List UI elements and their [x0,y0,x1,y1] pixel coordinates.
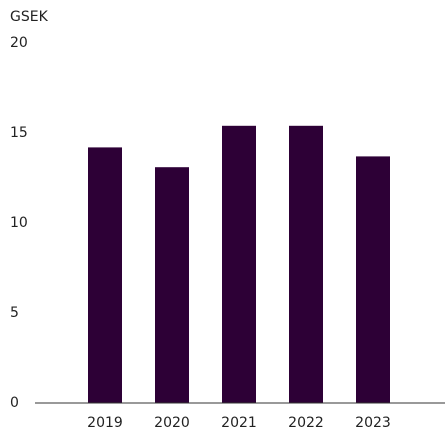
y-tick-label: 20 [10,35,28,51]
y-tick-label: 5 [10,305,19,321]
bar [88,147,122,403]
y-tick-label: 10 [10,215,28,231]
x-tick-label: 2021 [221,415,257,429]
x-tick-label: 2019 [87,415,123,429]
bar [289,125,323,404]
bar [356,156,390,403]
y-tick-label: 0 [10,395,19,411]
x-tick-label: 2020 [154,415,190,429]
x-tick-label: 2022 [288,415,324,429]
y-axis-label: GSEK [10,9,49,25]
y-tick-label: 15 [10,125,28,141]
bar [155,167,189,403]
bar [222,125,256,404]
x-tick-label: 2023 [355,415,391,429]
